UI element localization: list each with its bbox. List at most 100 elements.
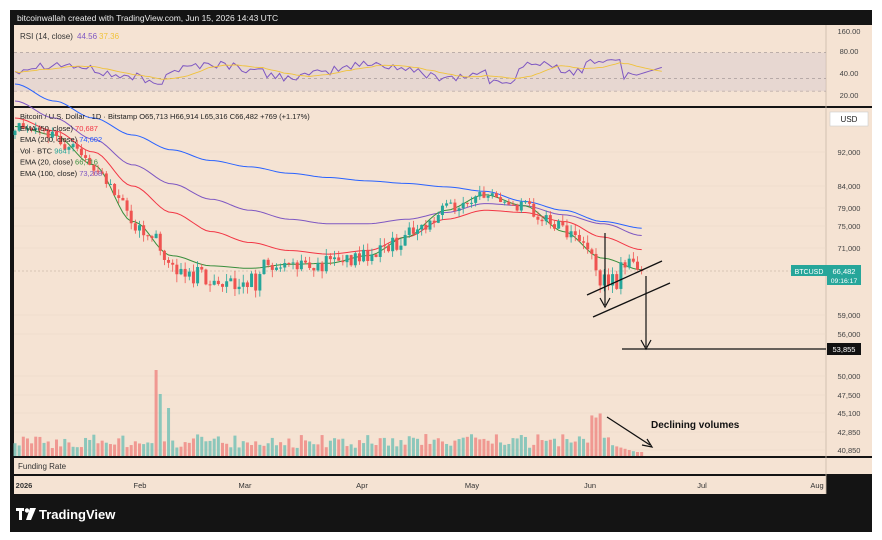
candle	[283, 262, 287, 268]
volume-bar	[258, 444, 262, 456]
candle	[233, 278, 237, 290]
candle	[304, 260, 307, 263]
candle	[457, 208, 461, 211]
volume-bar	[92, 434, 96, 456]
candle	[221, 284, 224, 287]
candle	[270, 265, 274, 270]
legend-value: 66,716	[75, 158, 98, 167]
volume-bar	[457, 439, 461, 456]
rsi-axis	[826, 25, 872, 106]
volume-bar	[245, 442, 249, 456]
candle	[557, 220, 561, 229]
volume-bar	[324, 447, 328, 456]
volume-bar	[320, 435, 324, 456]
volume-bar	[445, 443, 449, 456]
volume-bar	[142, 444, 146, 456]
rsi-line	[14, 58, 662, 85]
candle	[611, 274, 615, 286]
volume-bar	[345, 446, 349, 456]
volume-bar	[598, 413, 602, 456]
volume-bar	[171, 440, 175, 456]
target-badge	[827, 343, 861, 355]
candle	[133, 223, 137, 231]
volume-bar	[225, 443, 229, 456]
volume-bar	[499, 442, 503, 456]
legend-value: 964	[54, 146, 67, 155]
volume-bar	[528, 447, 532, 456]
candle	[262, 259, 266, 275]
volume-bar	[436, 438, 440, 456]
volume-arrow-head	[641, 438, 654, 448]
candle	[532, 203, 536, 217]
volume-bar	[440, 441, 444, 456]
candle	[216, 280, 220, 285]
candle	[357, 253, 361, 262]
ema-200-line	[14, 83, 642, 229]
volume-bar	[403, 444, 407, 456]
candle	[183, 268, 187, 277]
tradingview-logo[interactable]: TradingView	[16, 506, 115, 522]
candle	[374, 254, 378, 257]
candle	[254, 273, 258, 291]
candle	[420, 224, 424, 230]
volume-bar	[474, 437, 478, 456]
candle	[333, 257, 337, 260]
candle	[258, 274, 262, 291]
candle	[55, 131, 58, 136]
volume-bar	[478, 439, 482, 456]
volume-bar	[241, 441, 245, 456]
volume-bar	[316, 444, 320, 456]
symbol-label: BTCUSD	[795, 269, 824, 276]
candle	[627, 258, 631, 268]
volume-bar	[461, 437, 465, 456]
candle	[337, 257, 341, 261]
volume-bar	[424, 434, 428, 456]
candle	[179, 268, 183, 275]
candle	[316, 262, 320, 271]
candle	[154, 233, 158, 239]
candle	[582, 241, 586, 243]
volume-bar	[21, 436, 25, 456]
legend-label: EMA (50, close)	[20, 124, 75, 133]
volume-bar	[13, 443, 17, 456]
candle	[138, 225, 141, 231]
volume-bar	[631, 451, 635, 456]
volume-bar	[46, 441, 50, 456]
volume-bar	[382, 437, 386, 456]
volume-bar	[125, 447, 129, 456]
volume-bar	[470, 434, 473, 456]
volume-bar	[283, 445, 287, 456]
candle	[171, 262, 175, 265]
candle	[162, 250, 166, 260]
volume-bar	[133, 441, 137, 456]
candle	[474, 196, 478, 203]
candle	[187, 271, 191, 277]
volume-bar	[341, 438, 345, 456]
volume-bar	[349, 444, 353, 456]
candle	[523, 201, 527, 203]
volume-bar	[544, 440, 548, 456]
volume-bar	[42, 442, 46, 456]
volume-bar	[274, 445, 278, 456]
candle	[320, 262, 324, 272]
time-axis	[14, 476, 826, 494]
candle	[598, 270, 602, 286]
volume-bar	[154, 370, 158, 456]
candle	[445, 203, 449, 206]
candle	[594, 253, 598, 271]
candle	[328, 256, 332, 260]
legend-label: EMA (200, close)	[20, 135, 79, 144]
volume-bar	[233, 435, 237, 456]
candle	[590, 249, 594, 254]
price-tick: 40,850	[838, 446, 861, 455]
price-tick: 42,850	[838, 428, 861, 437]
candle	[46, 130, 50, 138]
volume-bar	[84, 437, 88, 456]
candle	[250, 273, 254, 288]
volume-bar	[108, 444, 112, 456]
legend-label: Vol · BTC	[20, 146, 54, 155]
volume-bar	[121, 435, 125, 456]
candle	[237, 286, 241, 290]
candle	[191, 271, 195, 284]
